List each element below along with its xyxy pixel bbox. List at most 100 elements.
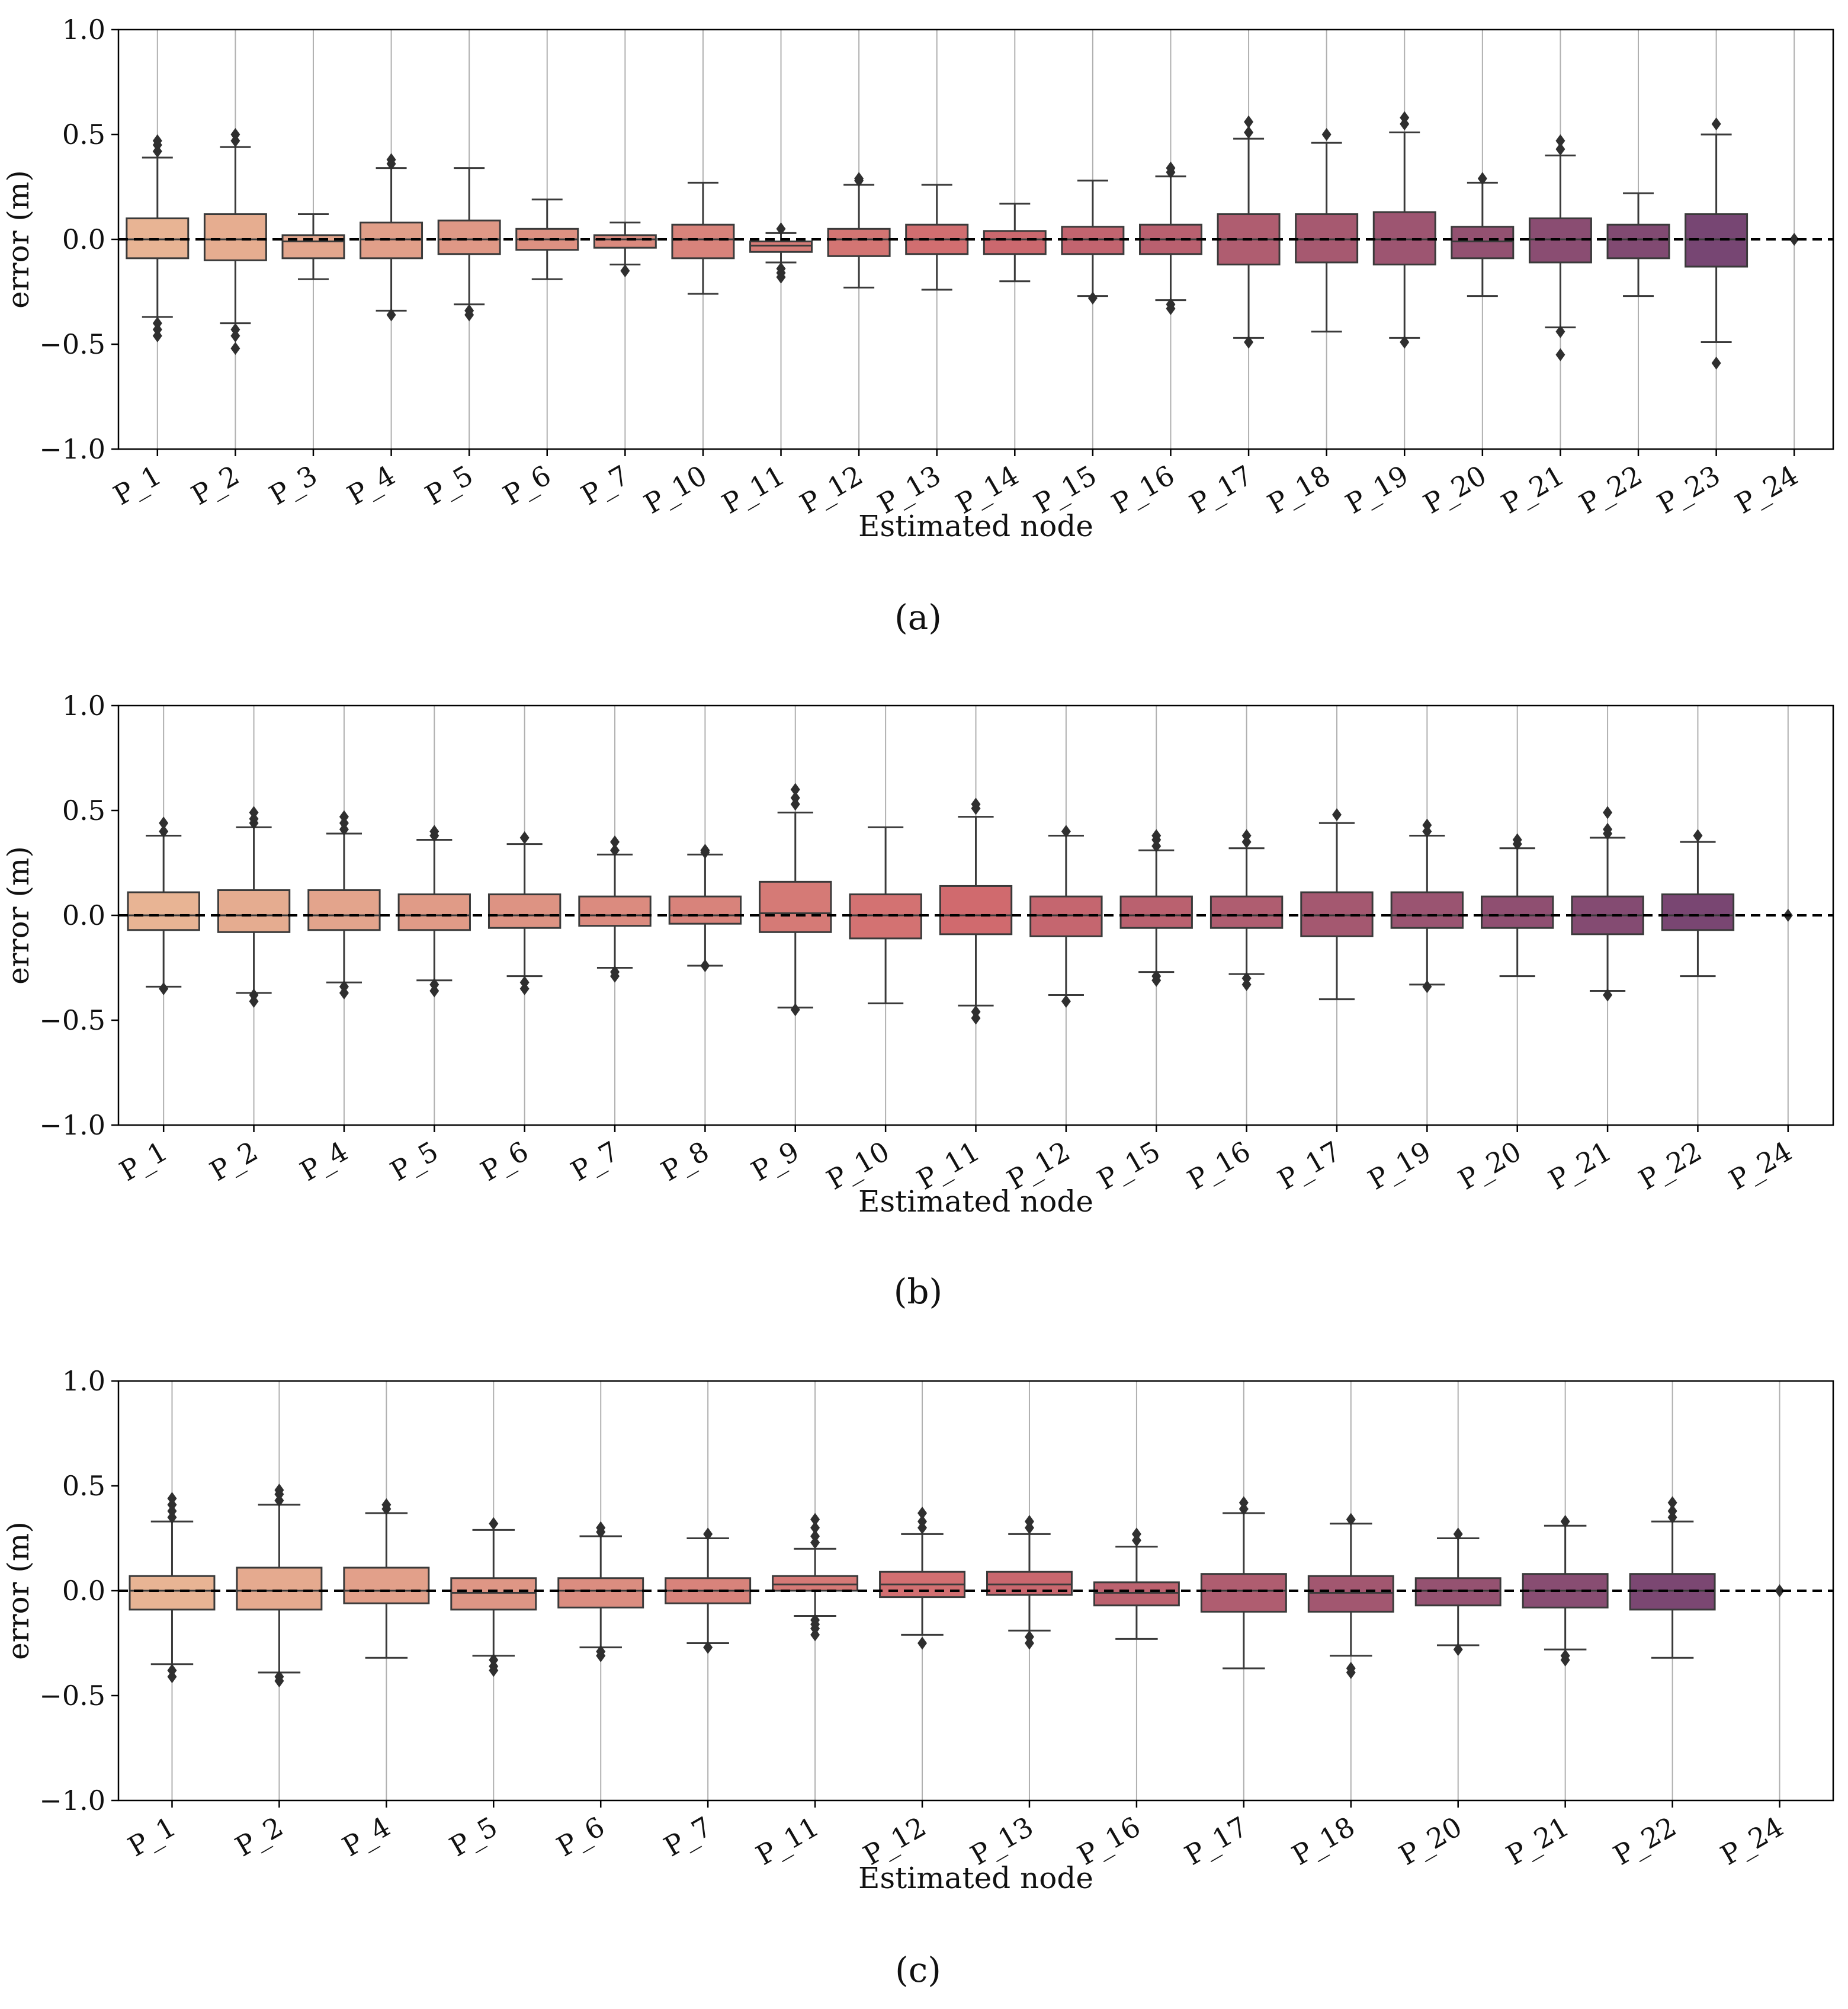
x-tick-label: P_19 <box>1340 459 1413 520</box>
flier <box>610 969 620 983</box>
flier <box>1560 1515 1570 1529</box>
box-body <box>759 880 832 933</box>
x-tick-label: P_5 <box>420 459 479 511</box>
flier <box>152 329 162 342</box>
box-p-13 <box>986 1515 1073 1650</box>
flier <box>810 1521 820 1534</box>
y-tick-label: −0.5 <box>39 1680 105 1712</box>
y-tick-label: −0.5 <box>39 328 105 360</box>
box-p-12 <box>827 172 891 289</box>
flier <box>1400 111 1410 124</box>
x-tick-label: P_5 <box>385 1135 444 1187</box>
box-body <box>203 213 267 261</box>
flier <box>1603 988 1613 1002</box>
box-body <box>772 1575 859 1592</box>
x-tick-label: P_7 <box>565 1135 624 1187</box>
flier <box>1024 1636 1034 1650</box>
box-p-19 <box>1390 818 1464 994</box>
box-p-22 <box>1629 1496 1716 1659</box>
box-p-5 <box>450 1517 537 1677</box>
flier <box>167 1492 177 1505</box>
x-tick-label: P_12 <box>794 459 868 520</box>
box-p-2 <box>203 128 267 355</box>
box-body <box>1209 895 1284 929</box>
box-body <box>1451 226 1515 259</box>
box-body <box>127 891 200 931</box>
y-axis-title: error (m) <box>1 846 36 985</box>
x-tick-label: P_6 <box>475 1135 534 1187</box>
box-p-12 <box>879 1507 966 1650</box>
flier <box>1244 126 1254 139</box>
flier <box>249 806 259 819</box>
x-tick-label: P_1 <box>114 1135 173 1187</box>
x-tick-label: P_7 <box>659 1811 717 1863</box>
box-p-23 <box>1685 117 1748 370</box>
flier <box>1166 302 1176 315</box>
box-body <box>236 1566 323 1611</box>
x-tick-label: P_4 <box>294 1135 353 1187</box>
flier <box>519 982 530 995</box>
flier <box>159 816 169 830</box>
x-tick-label: P_20 <box>1418 459 1491 520</box>
box-p-20 <box>1481 833 1554 978</box>
x-tick-label: P_15 <box>1092 1135 1165 1196</box>
box-body <box>749 241 813 253</box>
box-p-5 <box>397 825 471 998</box>
flier <box>776 222 786 236</box>
box-body <box>1661 893 1735 931</box>
box-p-19 <box>1372 111 1436 349</box>
box-p-18 <box>1295 128 1359 333</box>
x-tick-label: P_1 <box>108 459 166 511</box>
box-p-3 <box>281 213 345 280</box>
flier <box>971 797 981 811</box>
flier <box>917 1507 928 1520</box>
x-tick-label: P_11 <box>750 1811 824 1872</box>
flier <box>152 134 162 148</box>
box-p-9 <box>759 783 832 1017</box>
x-tick-label: P_3 <box>264 459 322 511</box>
box-p-14 <box>983 203 1047 283</box>
flier <box>1667 1496 1677 1510</box>
flier <box>596 1521 606 1534</box>
x-tick-label: P_17 <box>1179 1811 1253 1872</box>
box-body <box>1629 1573 1716 1611</box>
flier <box>1555 325 1565 338</box>
flier <box>790 783 800 796</box>
flier <box>1422 980 1432 994</box>
box-p-17 <box>1200 1496 1287 1670</box>
box-p-2 <box>217 806 291 1008</box>
box-p-21 <box>1528 134 1592 361</box>
box-p-11 <box>749 222 813 284</box>
panel-label: (b) <box>894 1271 942 1312</box>
flier <box>1711 356 1721 370</box>
panel-label: (c) <box>895 1950 941 1990</box>
flier <box>917 1636 928 1650</box>
flier <box>339 986 349 999</box>
x-tick-label: P_20 <box>1453 1135 1526 1196</box>
flier <box>703 1640 713 1654</box>
x-tick-label: P_9 <box>746 1135 804 1187</box>
box-body <box>1481 895 1554 929</box>
x-tick-label: P_1 <box>123 1811 181 1863</box>
flier <box>917 1515 928 1529</box>
y-tick-label: −0.5 <box>39 1004 105 1036</box>
x-tick-label: P_24 <box>1730 459 1803 520</box>
flier <box>1244 115 1254 129</box>
flier <box>230 342 240 355</box>
y-tick-label: −1.0 <box>39 1784 105 1816</box>
flier <box>1061 995 1071 1008</box>
flier <box>381 1498 392 1511</box>
flier <box>489 1664 499 1677</box>
y-axis-title: error (m) <box>1 170 36 309</box>
x-tick-label: P_21 <box>1496 459 1570 520</box>
flier <box>610 844 620 857</box>
flier <box>776 270 786 284</box>
x-tick-label: P_6 <box>551 1811 610 1863</box>
flier <box>1789 233 1799 246</box>
box-body <box>1307 1575 1394 1613</box>
box-body <box>1200 1573 1287 1613</box>
flier <box>1239 1496 1249 1510</box>
flier <box>1244 335 1254 349</box>
x-tick-label: P_22 <box>1608 1811 1682 1872</box>
flier <box>274 1483 284 1497</box>
